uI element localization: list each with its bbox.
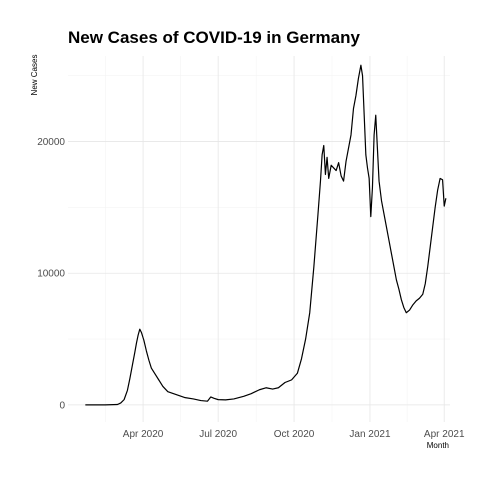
series-line: [85, 64, 447, 406]
y-tick-label: 10000: [37, 269, 65, 280]
x-tick-label: Oct 2020: [274, 429, 315, 440]
x-tick-label: Apr 2021: [424, 429, 465, 440]
grid: [68, 56, 450, 422]
x-tick-label: Jul 2020: [199, 429, 237, 440]
x-tick-label: Apr 2020: [123, 429, 164, 440]
y-tick-labels: 0 10000 20000: [37, 137, 65, 411]
x-tick-label: Jan 2021: [349, 429, 391, 440]
y-axis-title: New Cases: [30, 55, 39, 96]
x-axis-title: Month: [427, 441, 449, 450]
y-tick-label: 20000: [37, 137, 65, 148]
chart-title: New Cases of COVID-19 in Germany: [68, 28, 360, 47]
y-tick-label: 0: [59, 400, 65, 411]
x-tick-labels: Apr 2020 Jul 2020 Oct 2020 Jan 2021 Apr 2021: [123, 429, 465, 440]
